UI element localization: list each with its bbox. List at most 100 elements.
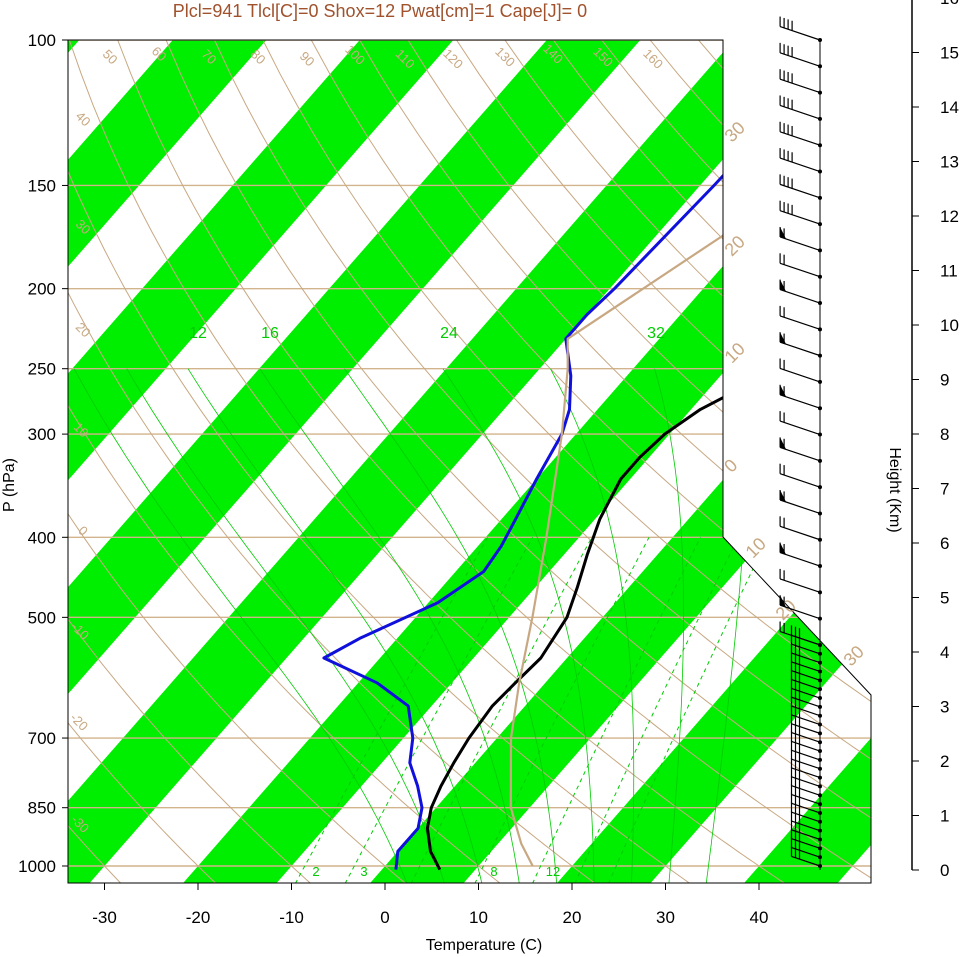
height-tick-label: 1 [940, 807, 949, 826]
dry-adiabat-label: 90 [297, 48, 318, 69]
wind-barb-shaft [791, 767, 821, 779]
dry-adiabat [103, 40, 871, 883]
pressure-tick-label: 200 [28, 280, 56, 299]
mixing-ratio-line [474, 537, 650, 883]
height-tick-label: 5 [940, 589, 949, 608]
dry-adiabat [291, 40, 871, 883]
pressure-tick-label: 150 [28, 176, 56, 195]
height-tick-label: 2 [940, 752, 949, 771]
temperature-tick-label: -10 [279, 908, 304, 927]
parcel-line [509, 53, 871, 867]
wind-barb-shaft [779, 604, 821, 620]
mixing-ratio-line [532, 537, 701, 883]
mixing-ratio-label: 3 [360, 864, 367, 879]
temperature-tick-label: -30 [92, 908, 117, 927]
mixing-ratio-label: 8 [490, 864, 497, 879]
isotherm-band [729, 40, 871, 883]
wind-barb-shaft [779, 262, 821, 278]
height-tick-label: 9 [940, 371, 949, 390]
wind-barb-shaft [791, 714, 821, 726]
wind-barb-pennant [780, 542, 787, 555]
wind-barb-shaft [791, 723, 821, 734]
wind-barb-shaft [779, 210, 821, 225]
mixing-ratio-line [294, 537, 489, 883]
mixing-ratio-line [608, 537, 769, 883]
moist-adiabat [550, 368, 635, 883]
wind-barb-shaft [779, 341, 821, 357]
mixing-ratio-label: 12 [189, 325, 207, 342]
wind-barb-shaft [791, 820, 821, 832]
wind-barb-shaft [791, 661, 821, 673]
temperature-axis: -30 -20 -10 0 10 20 30 40 [92, 883, 768, 927]
dry-adiabat [68, 40, 138, 883]
height-tick-label: 11 [940, 262, 958, 281]
plot-area [68, 0, 961, 900]
pressure-tick-label: 1000 [18, 857, 56, 876]
height-tick-label: 12 [940, 207, 959, 226]
moist-adiabat [344, 368, 558, 883]
wind-barb-shaft [779, 499, 821, 515]
height-tick-label: 0 [940, 861, 949, 880]
wind-barb-shaft [779, 315, 821, 330]
height-axis-title: Height (Km) [886, 447, 903, 532]
wind-barb-shaft [791, 643, 821, 655]
dry-adiabat [385, 40, 871, 883]
plot-border [67, 39, 872, 884]
wind-barb-shaft [791, 749, 821, 761]
pressure-tick-label: 300 [28, 425, 56, 444]
moist-adiabat [187, 368, 483, 883]
dry-adiabat [68, 40, 523, 883]
pressure-tick-label: 400 [28, 528, 56, 547]
moist-adiabat [259, 368, 520, 883]
pressure-tick-label: 250 [28, 360, 56, 379]
temperature-axis-title: Temperature (C) [426, 937, 542, 954]
wind-barb-shaft [779, 578, 821, 593]
wind-barb-shaft [779, 183, 821, 199]
wind-barb-shaft [779, 420, 821, 436]
wind-barb-shaft [791, 652, 821, 664]
wind-barb-shaft [791, 670, 821, 681]
wind-barb-pennant [780, 279, 787, 292]
height-tick-label: 13 [940, 153, 959, 172]
wind-barb-shaft [779, 157, 821, 173]
wind-barb-shaft [779, 78, 821, 94]
dry-adiabat-label: 50 [100, 46, 121, 67]
height-tick-label: 14 [940, 98, 959, 117]
height-tick-label: 8 [940, 425, 949, 444]
temperature-tick-label: 30 [656, 908, 675, 927]
wind-barb-shaft [791, 802, 821, 814]
wind-barb-pennant [780, 437, 787, 450]
dry-adiabat [68, 40, 619, 883]
height-tick-label: 16 [940, 0, 959, 8]
wind-barb-shaft [779, 394, 821, 409]
height-tick-label: 6 [940, 534, 949, 553]
dry-adiabat-label: -20 [67, 710, 91, 734]
isotherm-band [916, 0, 961, 900]
temperature-tick-label: 10 [469, 908, 488, 927]
wind-barbs [779, 16, 822, 870]
temperature-line [425, 52, 871, 871]
wind-barb-shaft [791, 687, 821, 699]
dry-adiabat [244, 40, 871, 883]
isotherm-band [68, 40, 524, 883]
pressure-axis: 100 150 200 250 300 400 500 700 850 1000 [18, 31, 68, 876]
temperature-tick-label: 40 [750, 908, 769, 927]
mixing-ratio-label: 32 [647, 325, 665, 342]
mixing-ratio-line [574, 537, 739, 883]
isotherm-band [68, 40, 337, 883]
height-tick-label: 7 [940, 480, 949, 499]
temperature-tick-label: -20 [186, 908, 211, 927]
chart-title: Plcl=941 Tlcl[C]=0 Shox=12 Pwat[cm]=1 Ca… [173, 1, 587, 21]
mixing-ratio-label: 24 [440, 325, 458, 342]
height-tick-label: 4 [940, 643, 949, 662]
moist-adiabat [73, 368, 408, 883]
wind-barb-shaft [779, 131, 821, 146]
pressure-axis-title: P (hPa) [1, 458, 18, 512]
dry-adiabat [150, 40, 871, 883]
dry-adiabat-label: 20 [73, 319, 94, 340]
wind-barb-shaft [779, 52, 821, 67]
isotherm-bands [68, 0, 961, 900]
pressure-tick-label: 850 [28, 799, 56, 818]
isotherm-band [542, 40, 871, 883]
